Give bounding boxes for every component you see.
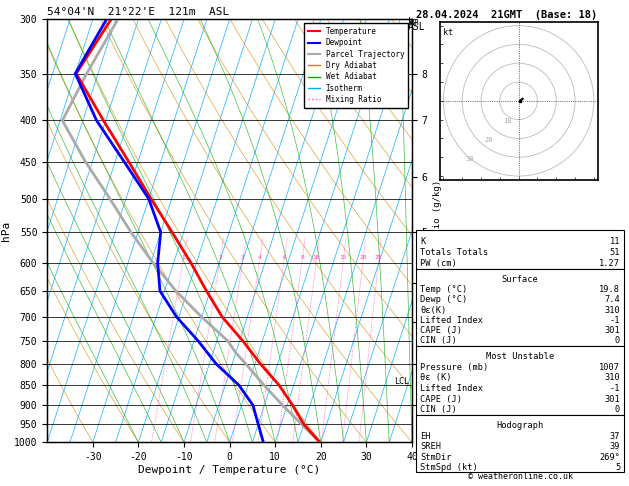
Text: 6: 6: [282, 255, 286, 260]
Text: 310: 310: [604, 306, 620, 314]
Text: 20: 20: [485, 137, 493, 143]
Text: 19.8: 19.8: [599, 285, 620, 294]
Text: 310: 310: [604, 373, 620, 382]
Text: 2: 2: [218, 255, 222, 260]
Text: 5: 5: [615, 463, 620, 472]
Text: 51: 51: [610, 248, 620, 257]
Text: CAPE (J): CAPE (J): [420, 326, 462, 335]
Text: Hodograph: Hodograph: [496, 421, 544, 430]
Y-axis label: hPa: hPa: [1, 221, 11, 241]
Text: θε (K): θε (K): [420, 373, 452, 382]
Y-axis label: Mixing Ratio (g/kg): Mixing Ratio (g/kg): [433, 180, 442, 282]
Text: 4: 4: [258, 255, 262, 260]
Text: θε(K): θε(K): [420, 306, 447, 314]
Text: 1007: 1007: [599, 363, 620, 372]
Text: 15: 15: [340, 255, 347, 260]
Text: CAPE (J): CAPE (J): [420, 395, 462, 404]
Text: 301: 301: [604, 326, 620, 335]
Text: -1: -1: [610, 316, 620, 325]
Text: K: K: [420, 237, 425, 245]
Text: 3: 3: [241, 255, 245, 260]
Text: Pressure (mb): Pressure (mb): [420, 363, 489, 372]
Text: © weatheronline.co.uk: © weatheronline.co.uk: [468, 472, 572, 481]
Text: 54°04'N  21°22'E  121m  ASL: 54°04'N 21°22'E 121m ASL: [47, 7, 230, 17]
Text: CIN (J): CIN (J): [420, 336, 457, 346]
Text: LCL: LCL: [394, 377, 409, 385]
Text: kt: kt: [443, 28, 454, 36]
Text: EH: EH: [420, 432, 431, 441]
Text: Totals Totals: Totals Totals: [420, 248, 489, 257]
Text: 0: 0: [615, 405, 620, 415]
Text: 20: 20: [359, 255, 367, 260]
Text: 1: 1: [181, 255, 185, 260]
Text: 0: 0: [615, 336, 620, 346]
Text: -1: -1: [610, 384, 620, 393]
Legend: Temperature, Dewpoint, Parcel Trajectory, Dry Adiabat, Wet Adiabat, Isotherm, Mi: Temperature, Dewpoint, Parcel Trajectory…: [304, 23, 408, 107]
Text: 269°: 269°: [599, 452, 620, 462]
Text: 30: 30: [466, 156, 474, 162]
Text: StmDir: StmDir: [420, 452, 452, 462]
Text: km: km: [408, 17, 420, 27]
Text: ASL: ASL: [408, 22, 425, 32]
X-axis label: Dewpoint / Temperature (°C): Dewpoint / Temperature (°C): [138, 465, 321, 475]
Text: CIN (J): CIN (J): [420, 405, 457, 415]
Text: Temp (°C): Temp (°C): [420, 285, 467, 294]
Text: SREH: SREH: [420, 442, 441, 451]
Text: 1.27: 1.27: [599, 259, 620, 268]
Text: 7.4: 7.4: [604, 295, 620, 304]
Text: Dewp (°C): Dewp (°C): [420, 295, 467, 304]
Text: 301: 301: [604, 395, 620, 404]
Text: Most Unstable: Most Unstable: [486, 352, 554, 361]
Text: PW (cm): PW (cm): [420, 259, 457, 268]
Text: Surface: Surface: [502, 275, 538, 284]
Text: 37: 37: [610, 432, 620, 441]
Text: 10: 10: [313, 255, 320, 260]
Text: 10: 10: [504, 119, 512, 124]
Text: StmSpd (kt): StmSpd (kt): [420, 463, 478, 472]
Text: Lifted Index: Lifted Index: [420, 384, 483, 393]
Text: 39: 39: [610, 442, 620, 451]
Text: 28.04.2024  21GMT  (Base: 18): 28.04.2024 21GMT (Base: 18): [416, 10, 598, 20]
Text: 8: 8: [300, 255, 304, 260]
Text: Lifted Index: Lifted Index: [420, 316, 483, 325]
Text: 25: 25: [375, 255, 382, 260]
Text: 11: 11: [610, 237, 620, 245]
